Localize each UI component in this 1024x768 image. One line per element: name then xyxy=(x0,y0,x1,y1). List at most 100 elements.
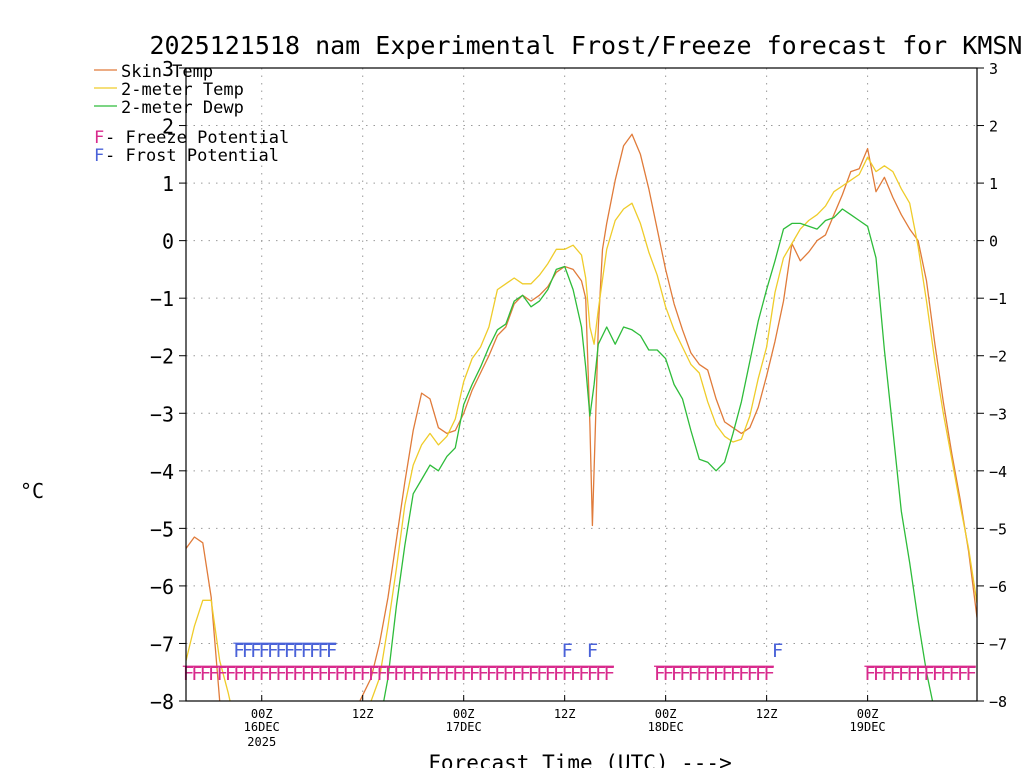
legend-label: 2-meter Temp xyxy=(121,80,244,100)
freeze-potential-marker: F xyxy=(654,663,665,685)
freeze-potential-marker: F xyxy=(949,663,960,685)
freeze-potential-marker: F xyxy=(864,663,875,685)
frost-potential-marker: F xyxy=(301,640,312,662)
freeze-potential-marker: F xyxy=(334,663,345,685)
freeze-potential-marker: F xyxy=(326,663,337,685)
frost-potential-marker: F xyxy=(317,640,328,662)
freeze-potential-marker: F xyxy=(906,663,917,685)
freeze-potential-marker: F xyxy=(418,663,429,685)
x-tick-label: 00Z xyxy=(251,707,273,721)
freeze-potential-marker: F xyxy=(688,663,699,685)
freeze-potential-marker: F xyxy=(545,663,556,685)
legend-marker-glyph: F xyxy=(94,146,104,166)
frost-potential-marker: F xyxy=(267,640,278,662)
freeze-potential-marker: F xyxy=(662,663,673,685)
freeze-potential-marker: F xyxy=(494,663,505,685)
x-tick-date: 19DEC xyxy=(850,720,886,734)
legend-label: 2-meter Dewp xyxy=(121,98,244,118)
freeze-potential-marker: F xyxy=(427,663,438,685)
freeze-potential-marker: F xyxy=(763,663,774,685)
y-tick-label-left: 3 xyxy=(162,57,174,81)
freeze-potential-marker: F xyxy=(511,663,522,685)
frost-potential-marker: F xyxy=(275,640,286,662)
y-tick-label-right: −2 xyxy=(989,348,1007,366)
freeze-potential-marker: F xyxy=(410,663,421,685)
freeze-potential-marker: F xyxy=(604,663,615,685)
y-tick-label-left: −2 xyxy=(150,345,174,369)
y-tick-label-right: 3 xyxy=(989,60,998,78)
plot-frame xyxy=(185,67,978,702)
freeze-potential-marker: F xyxy=(755,663,766,685)
y-tick-label-left: 2 xyxy=(162,115,174,139)
x-tick-label: 12Z xyxy=(352,707,374,721)
y-tick-label-right: −5 xyxy=(989,520,1007,538)
freeze-potential-marker: F xyxy=(183,663,194,685)
freeze-potential-marker: F xyxy=(705,663,716,685)
freeze-potential-marker: F xyxy=(570,663,581,685)
freeze-potential-marker: F xyxy=(360,663,371,685)
freeze-potential-marker: F xyxy=(503,663,514,685)
freeze-potential-marker: F xyxy=(721,663,732,685)
freeze-potential-marker: F xyxy=(284,663,295,685)
chart-title: 2025121518 nam Experimental Frost/Freeze… xyxy=(150,31,1023,60)
freeze-potential-marker: F xyxy=(486,663,497,685)
freeze-potential-marker: F xyxy=(259,663,270,685)
freeze-potential-marker: F xyxy=(578,663,589,685)
y-tick-label-left: −7 xyxy=(150,632,174,656)
freeze-potential-marker: F xyxy=(713,663,724,685)
freeze-potential-marker: F xyxy=(444,663,455,685)
frost-potential-marker: F xyxy=(326,640,337,662)
legend-marker-label: - Freeze Potential xyxy=(105,128,289,148)
y-tick-label-right: −3 xyxy=(989,405,1007,423)
y-tick-label-left: −8 xyxy=(150,690,174,714)
freeze-potential-marker: F xyxy=(191,663,202,685)
y-tick-label-left: 1 xyxy=(162,172,174,196)
y-tick-label-right: −7 xyxy=(989,635,1007,653)
freeze-potential-marker: F xyxy=(301,663,312,685)
y-tick-label-left: 0 xyxy=(162,230,174,254)
freeze-potential-marker: F xyxy=(561,663,572,685)
grid-lines xyxy=(186,68,977,701)
freeze-potential-marker: F xyxy=(536,663,547,685)
frost-potential-marker: F xyxy=(587,640,598,662)
freeze-potential-marker: F xyxy=(957,663,968,685)
freeze-potential-marker: F xyxy=(587,663,598,685)
freeze-potential-marker: F xyxy=(452,663,463,685)
frost-potential-marker: F xyxy=(772,640,783,662)
x-tick-date: 18DEC xyxy=(648,720,684,734)
freeze-potential-marker: F xyxy=(368,663,379,685)
y-tick-label-left: −4 xyxy=(150,460,174,484)
freeze-potential-marker: F xyxy=(208,663,219,685)
freeze-potential-marker: F xyxy=(965,663,976,685)
y-tick-label-left: −3 xyxy=(150,402,174,426)
freeze-potential-marker: F xyxy=(317,663,328,685)
freeze-potential-marker: F xyxy=(309,663,320,685)
frost-potential-marker: F xyxy=(561,640,572,662)
freeze-potential-marker: F xyxy=(881,663,892,685)
frost-potential-marker: F xyxy=(259,640,270,662)
freeze-potential-marker: F xyxy=(671,663,682,685)
freeze-potential-marker: F xyxy=(242,663,253,685)
freeze-potential-marker: F xyxy=(890,663,901,685)
y-tick-label-right: 0 xyxy=(989,233,998,251)
y-axis-right: −8 −7 −6 −5 −4 −3 −2 −1 0 1 2 3 xyxy=(977,60,1007,711)
freeze-potential-marker: F xyxy=(275,663,286,685)
legend-label: Skin Temp xyxy=(121,62,213,82)
series-line-skin-temp xyxy=(186,133,977,701)
freeze-potential-marker: F xyxy=(469,663,480,685)
freeze-potential-marker: F xyxy=(460,663,471,685)
freeze-potential-marker: F xyxy=(233,663,244,685)
freeze-potential-marker: F xyxy=(940,663,951,685)
legend-marker-label: - Frost Potential xyxy=(105,146,279,166)
x-axis-label: Forecast Time (UTC) ---> xyxy=(428,751,731,768)
freeze-potential-marker: F xyxy=(873,663,884,685)
y-tick-label-right: −4 xyxy=(989,463,1007,481)
freeze-potential-marker: F xyxy=(216,663,227,685)
frost-potential-marker: F xyxy=(242,640,253,662)
freeze-potential-marker: F xyxy=(351,663,362,685)
y-tick-label-right: 2 xyxy=(989,118,998,136)
freeze-potential-marker: F xyxy=(376,663,387,685)
